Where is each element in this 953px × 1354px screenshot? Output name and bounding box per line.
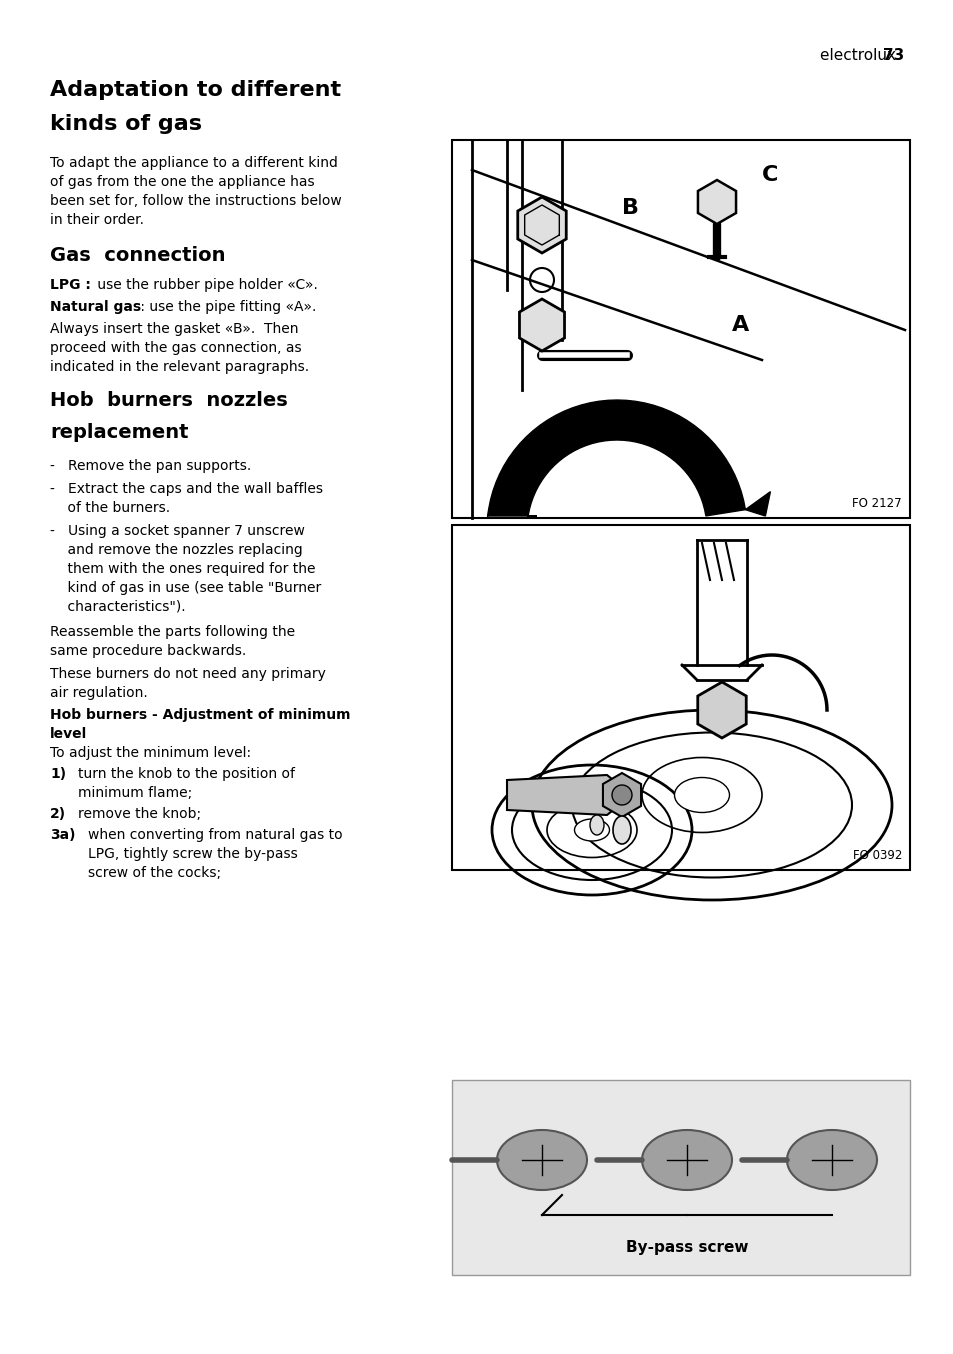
Polygon shape bbox=[698, 180, 736, 223]
Bar bbox=[452, 1080, 909, 1275]
Text: 1): 1) bbox=[50, 766, 66, 781]
Text: Adaptation to different: Adaptation to different bbox=[50, 80, 341, 100]
Text: -   Remove the pan supports.: - Remove the pan supports. bbox=[50, 459, 251, 473]
Polygon shape bbox=[487, 399, 744, 516]
Text: remove the knob;: remove the knob; bbox=[78, 807, 201, 821]
Text: Always insert the gasket «B».  Then: Always insert the gasket «B». Then bbox=[50, 322, 298, 336]
Text: LPG, tightly screw the by-pass: LPG, tightly screw the by-pass bbox=[88, 848, 297, 861]
Text: B: B bbox=[621, 198, 639, 218]
Text: turn the knob to the position of: turn the knob to the position of bbox=[78, 766, 294, 781]
Text: -   Using a socket spanner 7 unscrew: - Using a socket spanner 7 unscrew bbox=[50, 524, 305, 538]
Text: FO 2127: FO 2127 bbox=[851, 497, 901, 510]
Text: of gas from the one the appliance has: of gas from the one the appliance has bbox=[50, 175, 314, 190]
Text: 2): 2) bbox=[50, 807, 66, 821]
Text: These burners do not need any primary: These burners do not need any primary bbox=[50, 668, 326, 681]
Text: and remove the nozzles replacing: and remove the nozzles replacing bbox=[50, 543, 302, 556]
Polygon shape bbox=[519, 299, 564, 351]
Circle shape bbox=[612, 785, 631, 806]
Text: kinds of gas: kinds of gas bbox=[50, 114, 202, 134]
Text: LPG :: LPG : bbox=[50, 278, 91, 292]
Text: Natural gas: Natural gas bbox=[50, 301, 141, 314]
Text: electrolux: electrolux bbox=[820, 47, 900, 64]
Text: To adapt the appliance to a different kind: To adapt the appliance to a different ki… bbox=[50, 156, 337, 171]
Text: C: C bbox=[761, 165, 778, 185]
Ellipse shape bbox=[574, 819, 609, 841]
Polygon shape bbox=[744, 492, 770, 516]
Polygon shape bbox=[506, 774, 621, 815]
Text: when converting from natural gas to: when converting from natural gas to bbox=[88, 829, 342, 842]
Text: indicated in the relevant paragraphs.: indicated in the relevant paragraphs. bbox=[50, 360, 309, 374]
Text: 3a): 3a) bbox=[50, 829, 75, 842]
Ellipse shape bbox=[589, 815, 603, 835]
Ellipse shape bbox=[641, 1131, 731, 1190]
Polygon shape bbox=[602, 773, 640, 816]
Ellipse shape bbox=[786, 1131, 876, 1190]
Ellipse shape bbox=[674, 777, 729, 812]
Text: screw of the cocks;: screw of the cocks; bbox=[88, 867, 221, 880]
Text: Reassemble the parts following the: Reassemble the parts following the bbox=[50, 626, 294, 639]
Text: 73: 73 bbox=[882, 47, 903, 64]
Text: -   Extract the caps and the wall baffles: - Extract the caps and the wall baffles bbox=[50, 482, 323, 496]
Text: in their order.: in their order. bbox=[50, 213, 144, 227]
Text: air regulation.: air regulation. bbox=[50, 686, 148, 700]
Text: level: level bbox=[50, 727, 87, 741]
Text: kind of gas in use (see table "Burner: kind of gas in use (see table "Burner bbox=[50, 581, 321, 594]
Text: replacement: replacement bbox=[50, 422, 189, 441]
Bar bbox=[452, 525, 909, 871]
Text: characteristics").: characteristics"). bbox=[50, 600, 186, 613]
Text: use the rubber pipe holder «C».: use the rubber pipe holder «C». bbox=[92, 278, 317, 292]
Text: of the burners.: of the burners. bbox=[50, 501, 170, 515]
Text: proceed with the gas connection, as: proceed with the gas connection, as bbox=[50, 341, 301, 355]
Ellipse shape bbox=[497, 1131, 586, 1190]
Bar bbox=[452, 139, 909, 519]
Text: FO 0392: FO 0392 bbox=[852, 849, 901, 862]
Text: To adjust the minimum level:: To adjust the minimum level: bbox=[50, 746, 251, 760]
Text: Gas  connection: Gas connection bbox=[50, 246, 225, 265]
Text: : use the pipe fitting «A».: : use the pipe fitting «A». bbox=[136, 301, 316, 314]
Text: A: A bbox=[731, 315, 748, 334]
Polygon shape bbox=[697, 682, 745, 738]
Text: Hob  burners  nozzles: Hob burners nozzles bbox=[50, 391, 288, 410]
Ellipse shape bbox=[613, 816, 630, 844]
Text: By-pass screw: By-pass screw bbox=[625, 1240, 747, 1255]
Text: Hob burners - Adjustment of minimum: Hob burners - Adjustment of minimum bbox=[50, 708, 350, 722]
Text: them with the ones required for the: them with the ones required for the bbox=[50, 562, 315, 575]
Polygon shape bbox=[517, 196, 566, 253]
Text: been set for, follow the instructions below: been set for, follow the instructions be… bbox=[50, 194, 341, 209]
Text: same procedure backwards.: same procedure backwards. bbox=[50, 645, 246, 658]
Text: minimum flame;: minimum flame; bbox=[78, 787, 193, 800]
